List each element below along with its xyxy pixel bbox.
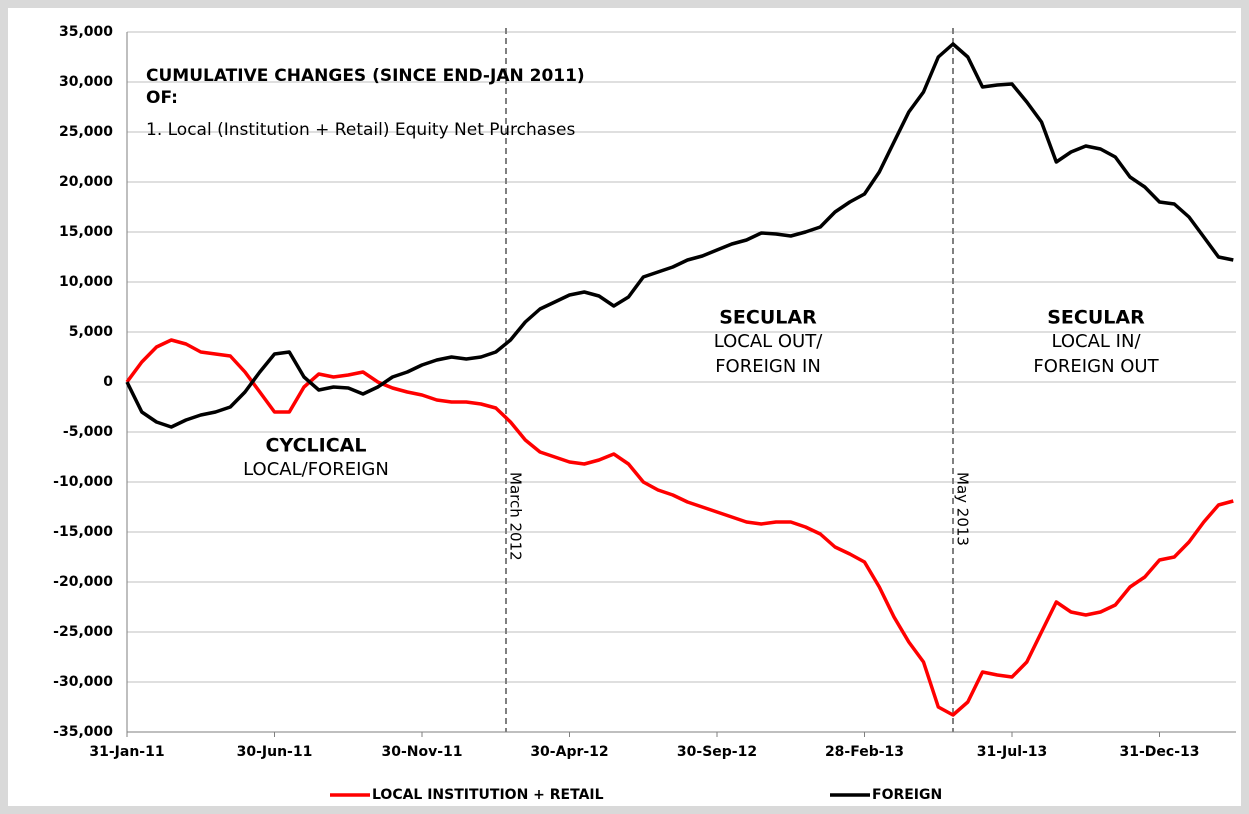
x-tick-label: 31-Jan-11 <box>89 744 164 760</box>
x-tick-label: 30-Apr-12 <box>530 744 608 760</box>
y-tick-label: 30,000 <box>59 74 113 90</box>
region-label: LOCAL/FOREIGN <box>243 459 389 480</box>
legend-label: LOCAL INSTITUTION + RETAIL <box>372 787 604 803</box>
x-tick-label: 30-Jun-11 <box>237 744 313 760</box>
legend-label: FOREIGN <box>872 787 942 803</box>
y-tick-label: 10,000 <box>59 274 113 290</box>
y-tick-label: 0 <box>103 374 113 390</box>
y-tick-label: 5,000 <box>69 324 114 340</box>
x-tick-label: 31-Jul-13 <box>977 744 1048 760</box>
y-tick-label: -5,000 <box>63 424 113 440</box>
y-tick-label: 25,000 <box>59 124 113 140</box>
y-tick-label: 20,000 <box>59 174 113 190</box>
region-heading: CYCLICAL <box>266 435 367 457</box>
y-tick-label: -15,000 <box>53 524 113 540</box>
chart-area <box>8 8 1241 806</box>
annotation-title: OF: <box>146 88 178 108</box>
annotation-title: CUMULATIVE CHANGES (SINCE END-JAN 2011) <box>146 66 585 86</box>
region-label: FOREIGN IN <box>715 356 821 377</box>
annotation-title: 1. Local (Institution + Retail) Equity N… <box>146 120 575 140</box>
region-label: LOCAL OUT/ <box>714 331 824 352</box>
y-tick-label: -20,000 <box>53 574 113 590</box>
series-line <box>125 42 1234 429</box>
y-tick-label: -10,000 <box>53 474 113 490</box>
y-tick-label: -35,000 <box>53 724 113 740</box>
y-tick-label: 15,000 <box>59 224 113 240</box>
region-label: LOCAL IN/ <box>1051 331 1141 352</box>
region-heading: SECULAR <box>719 307 817 329</box>
x-tick-label: 31-Dec-13 <box>1119 744 1199 760</box>
region-label: FOREIGN OUT <box>1033 356 1159 377</box>
series-line <box>125 338 1234 717</box>
x-tick-label: 30-Sep-12 <box>677 744 757 760</box>
marker-label: March 2012 <box>507 472 525 561</box>
x-tick-label: 30-Nov-11 <box>381 744 462 760</box>
region-heading: SECULAR <box>1047 307 1145 329</box>
y-tick-label: -25,000 <box>53 624 113 640</box>
x-tick-label: 28-Feb-13 <box>825 744 904 760</box>
marker-label: May 2013 <box>954 472 972 546</box>
y-tick-label: 35,000 <box>59 24 113 40</box>
y-tick-label: -30,000 <box>53 674 113 690</box>
